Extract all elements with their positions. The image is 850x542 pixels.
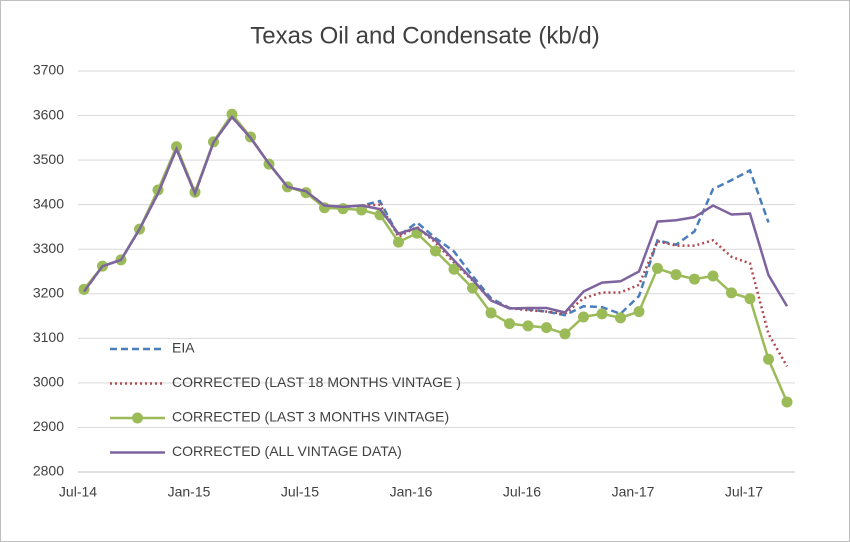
data-point — [337, 203, 349, 215]
y-tick-label: 3400 — [33, 195, 64, 211]
data-point — [504, 318, 515, 330]
x-tick-label: Jul-17 — [725, 484, 763, 500]
data-point — [541, 322, 552, 334]
data-point — [448, 263, 460, 275]
x-tick-label: Jul-15 — [281, 484, 319, 500]
legend-label: CORRECTED (LAST 18 MONTHS VINTAGE ) — [172, 374, 461, 390]
y-tick-label: 3000 — [33, 374, 64, 390]
y-tick-label: 3700 — [33, 62, 64, 78]
y-tick-label: 3200 — [33, 284, 64, 300]
data-point — [485, 307, 497, 319]
data-point — [596, 308, 608, 320]
data-point — [226, 108, 238, 120]
x-tick-label: Jan-15 — [168, 484, 211, 500]
x-tick-label: Jan-17 — [612, 484, 655, 500]
x-tick-label: Jul-16 — [503, 484, 541, 500]
legend-label: EIA — [172, 340, 195, 356]
data-point — [393, 236, 404, 248]
legend-label: CORRECTED (ALL VINTAGE DATA) — [172, 443, 402, 459]
data-point — [707, 270, 719, 282]
data-point — [726, 287, 737, 299]
y-tick-label: 3100 — [33, 329, 64, 345]
data-point — [467, 282, 478, 294]
data-point — [763, 353, 774, 365]
data-point — [522, 320, 534, 332]
data-point — [744, 293, 756, 305]
data-point — [559, 328, 571, 340]
y-tick-label: 3500 — [33, 151, 64, 167]
chart-title: Texas Oil and Condensate (kb/d) — [250, 22, 600, 49]
data-point — [578, 311, 589, 323]
data-point — [430, 245, 441, 257]
data-point — [781, 396, 793, 408]
x-tick-label: Jul-14 — [59, 484, 97, 500]
y-tick-label: 2800 — [33, 463, 64, 479]
series-line — [82, 114, 789, 314]
legend-label: CORRECTED (LAST 3 MONTHS VINTAGE) — [172, 409, 449, 425]
x-tick-label: Jan-16 — [390, 484, 433, 500]
data-point — [689, 273, 700, 285]
legend-marker — [132, 412, 143, 424]
data-point — [633, 306, 645, 318]
data-point — [652, 262, 663, 274]
data-point — [615, 312, 626, 324]
y-tick-label: 2900 — [33, 418, 64, 434]
y-tick-label: 3600 — [33, 106, 64, 122]
data-point — [670, 269, 682, 281]
y-tick-label: 3300 — [33, 240, 64, 256]
